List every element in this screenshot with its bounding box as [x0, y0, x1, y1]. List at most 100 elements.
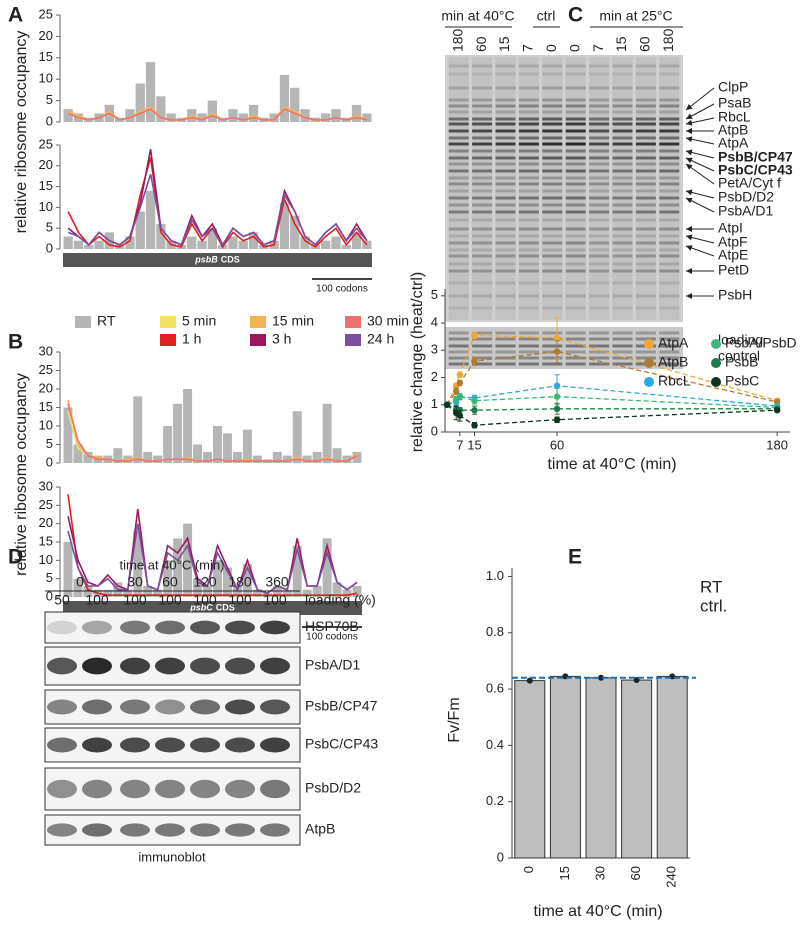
blot-time: 120: [193, 574, 217, 590]
gel-band: [495, 129, 516, 133]
gel-band: [589, 156, 610, 160]
gel-band-label: AtpA: [718, 135, 749, 151]
gel-band: [542, 306, 563, 310]
gel-lane: [589, 57, 610, 320]
gel-band: [448, 122, 469, 126]
loading-band: [542, 356, 563, 360]
gel-band: [612, 142, 633, 146]
gel-band: [635, 156, 656, 160]
gel-band: [495, 110, 516, 114]
blot-band: [190, 699, 220, 715]
gel-band: [542, 129, 563, 133]
blot-band: [120, 657, 150, 675]
gel-band: [495, 72, 516, 76]
loading-band: [565, 331, 586, 335]
gel-band: [612, 203, 633, 207]
bar: [73, 444, 83, 463]
y-tick-label: 5: [431, 287, 438, 302]
gel-band: [472, 248, 493, 252]
blot-band: [260, 657, 290, 675]
gel-band: [472, 281, 493, 285]
gel-band: [565, 196, 586, 200]
gel-band: [612, 306, 633, 310]
bar: [222, 567, 232, 597]
y-tick-label: 0: [46, 588, 53, 603]
legend-marker: [711, 377, 721, 387]
blot-band: [190, 823, 220, 837]
bar: [322, 538, 332, 597]
gel-band: [495, 86, 516, 90]
bar: [332, 448, 342, 463]
point: [553, 393, 561, 400]
loading-band: [542, 362, 563, 366]
gel-band: [565, 156, 586, 160]
gel-band: [542, 281, 563, 285]
blot-band: [155, 620, 185, 635]
bar: [197, 240, 207, 249]
gel-band: [565, 86, 586, 90]
gel-lane-label: 180: [449, 28, 465, 52]
gel-band: [565, 129, 586, 133]
gel-band: [612, 162, 633, 166]
bar: [302, 455, 312, 463]
blot-band: [260, 779, 290, 799]
x-tick-label: 15: [467, 437, 481, 452]
bar: [312, 451, 322, 463]
gel-band: [612, 294, 633, 298]
gel-band: [565, 234, 586, 238]
gel-band: [448, 248, 469, 252]
blot-band: [155, 779, 185, 799]
gel-band: [635, 162, 656, 166]
gel-band: [495, 196, 516, 200]
gel-band: [659, 129, 680, 133]
bar: [238, 113, 248, 122]
series-line: [446, 385, 778, 407]
gel-band: [659, 117, 680, 121]
gel-band-label: PetA/Cyt f: [718, 175, 781, 191]
gel-band: [518, 182, 539, 186]
bar: [242, 564, 252, 597]
blot-band: [82, 823, 112, 837]
gel-band: [495, 281, 516, 285]
bar: [207, 100, 217, 122]
gel-band: [448, 196, 469, 200]
gel-band: [448, 203, 469, 207]
gel-band: [635, 98, 656, 102]
x-tick-label: 60: [550, 437, 564, 452]
blot-band: [225, 657, 255, 675]
loading-band: [635, 337, 656, 341]
bar: [123, 589, 133, 597]
gel-band: [659, 203, 680, 207]
blot-band: [190, 657, 220, 675]
gel-band: [495, 169, 516, 173]
x-tick-label: 60: [628, 866, 643, 880]
gel-band-arrow: [685, 136, 715, 145]
gel-band-label: ClpP: [718, 79, 748, 95]
bar: [94, 240, 104, 249]
bar: [63, 542, 73, 597]
panel-label: B: [8, 331, 23, 354]
y-tick-label: 15: [39, 399, 53, 414]
gel-band: [448, 210, 469, 214]
gel-band: [589, 169, 610, 173]
gel-lane: [448, 57, 469, 320]
gel-band: [472, 136, 493, 140]
bar: [322, 403, 332, 463]
bar: [232, 451, 242, 463]
blot-loading: 50: [54, 592, 70, 608]
gel-band: [565, 136, 586, 140]
gel-lane: [612, 57, 633, 320]
gel-band-arrow: [685, 197, 715, 213]
gel-band: [495, 142, 516, 146]
gel-band: [448, 254, 469, 258]
loading-band: [589, 356, 610, 360]
gel-band: [448, 189, 469, 193]
blot-band: [260, 823, 290, 837]
loading-band: [448, 362, 469, 366]
bar: [342, 455, 352, 463]
gel-band: [589, 142, 610, 146]
gel-band: [565, 162, 586, 166]
gel-band: [589, 203, 610, 207]
gel-band: [518, 254, 539, 258]
gel-band-arrow: [685, 87, 715, 111]
